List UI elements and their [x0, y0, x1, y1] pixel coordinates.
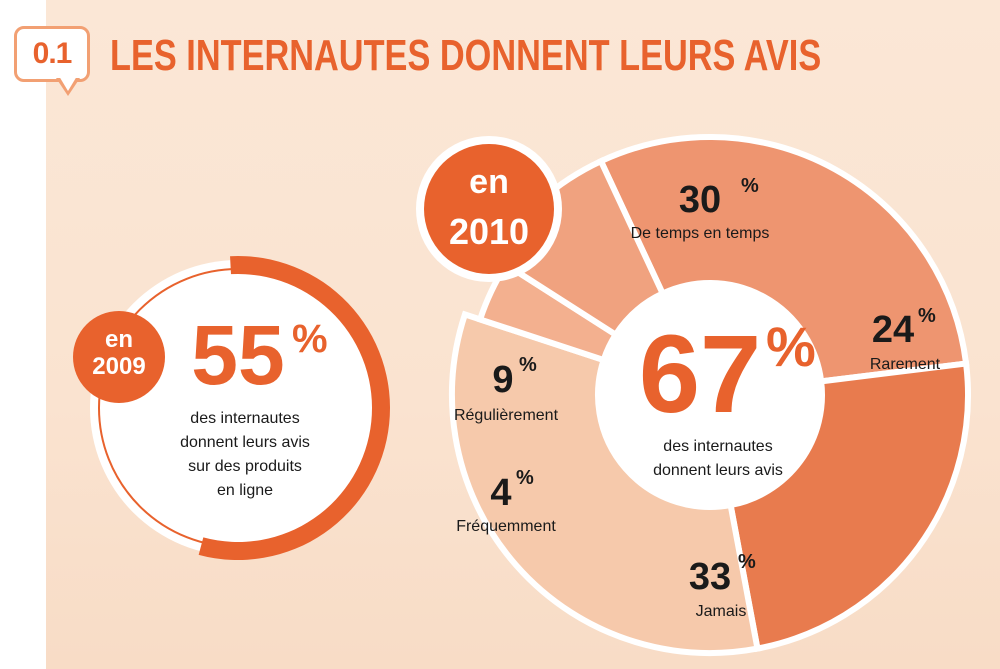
slice-unit-jamais: %	[738, 551, 756, 573]
gauge-2009-unit: %	[292, 317, 328, 361]
slice-unit-frequemment: %	[516, 467, 534, 489]
slice-value-jamais: 33	[689, 556, 731, 598]
donut-center-value: 67	[639, 313, 761, 436]
year-badge-2010-disc	[424, 144, 554, 274]
section-number-badge	[14, 26, 90, 82]
slice-value-rarement: 24	[872, 309, 914, 351]
slice-value-temps: 30	[679, 179, 721, 221]
slice-value-frequemment: 4	[490, 472, 511, 514]
slice-label-rarement: 24 % Rarement	[870, 305, 941, 373]
slice-label-temps-text: De temps en temps	[631, 225, 770, 242]
year-badge-2009	[73, 311, 165, 403]
slice-label-frequemment-text: Fréquemment	[456, 518, 556, 535]
donut-2010-center: 67 % des internautes donnent leurs avis	[598, 283, 822, 507]
donut-center-caption-2: donnent leurs avis	[653, 462, 783, 479]
donut-2010	[449, 134, 971, 656]
gauge-background	[90, 260, 386, 556]
badge-tail-inner	[59, 76, 77, 91]
slice-value-regulierement: 9	[492, 359, 513, 401]
slice-label-regulierement-text: Régulièrement	[454, 407, 559, 424]
gauge-2009: en 2009 55 % des internautes donnent leu…	[73, 256, 390, 560]
slice-unit-regulierement: %	[519, 354, 537, 376]
year-badge-2009-line1: en	[105, 326, 133, 353]
donut-center-hole	[598, 283, 822, 507]
slice-label-temps: 30 % De temps en temps	[631, 175, 770, 242]
year-badge-2010: en 2010	[416, 136, 562, 282]
section-number: 0.1	[32, 37, 73, 70]
slice-label-rarement-text: Rarement	[870, 356, 941, 373]
slice-unit-rarement: %	[918, 305, 936, 327]
gauge-2009-caption-2: donnent leurs avis	[180, 434, 310, 451]
page-title: LES INTERNAUTES DONNENT LEURS AVIS	[110, 31, 822, 80]
year-badge-2010-line2: 2010	[449, 211, 529, 252]
slice-label-jamais: 33 % Jamais	[689, 551, 756, 620]
slice-unit-temps: %	[741, 175, 759, 197]
left-margin-strip	[0, 0, 46, 669]
slice-label-regulierement: 9 % Régulièrement	[454, 354, 559, 424]
year-badge-2010-line1: en	[469, 163, 509, 201]
gauge-2009-caption-3: sur des produits	[188, 458, 302, 475]
slice-label-frequemment: 4 % Fréquemment	[456, 467, 556, 535]
year-badge-2009-line2: 2009	[92, 353, 145, 380]
donut-center-unit: %	[766, 315, 816, 378]
gauge-2009-caption-4: en ligne	[217, 482, 273, 499]
donut-center-caption-1: des internautes	[663, 438, 772, 455]
slice-label-jamais-text: Jamais	[696, 603, 747, 620]
gauge-2009-value: 55	[191, 308, 284, 402]
gauge-2009-caption-1: des internautes	[190, 410, 299, 427]
